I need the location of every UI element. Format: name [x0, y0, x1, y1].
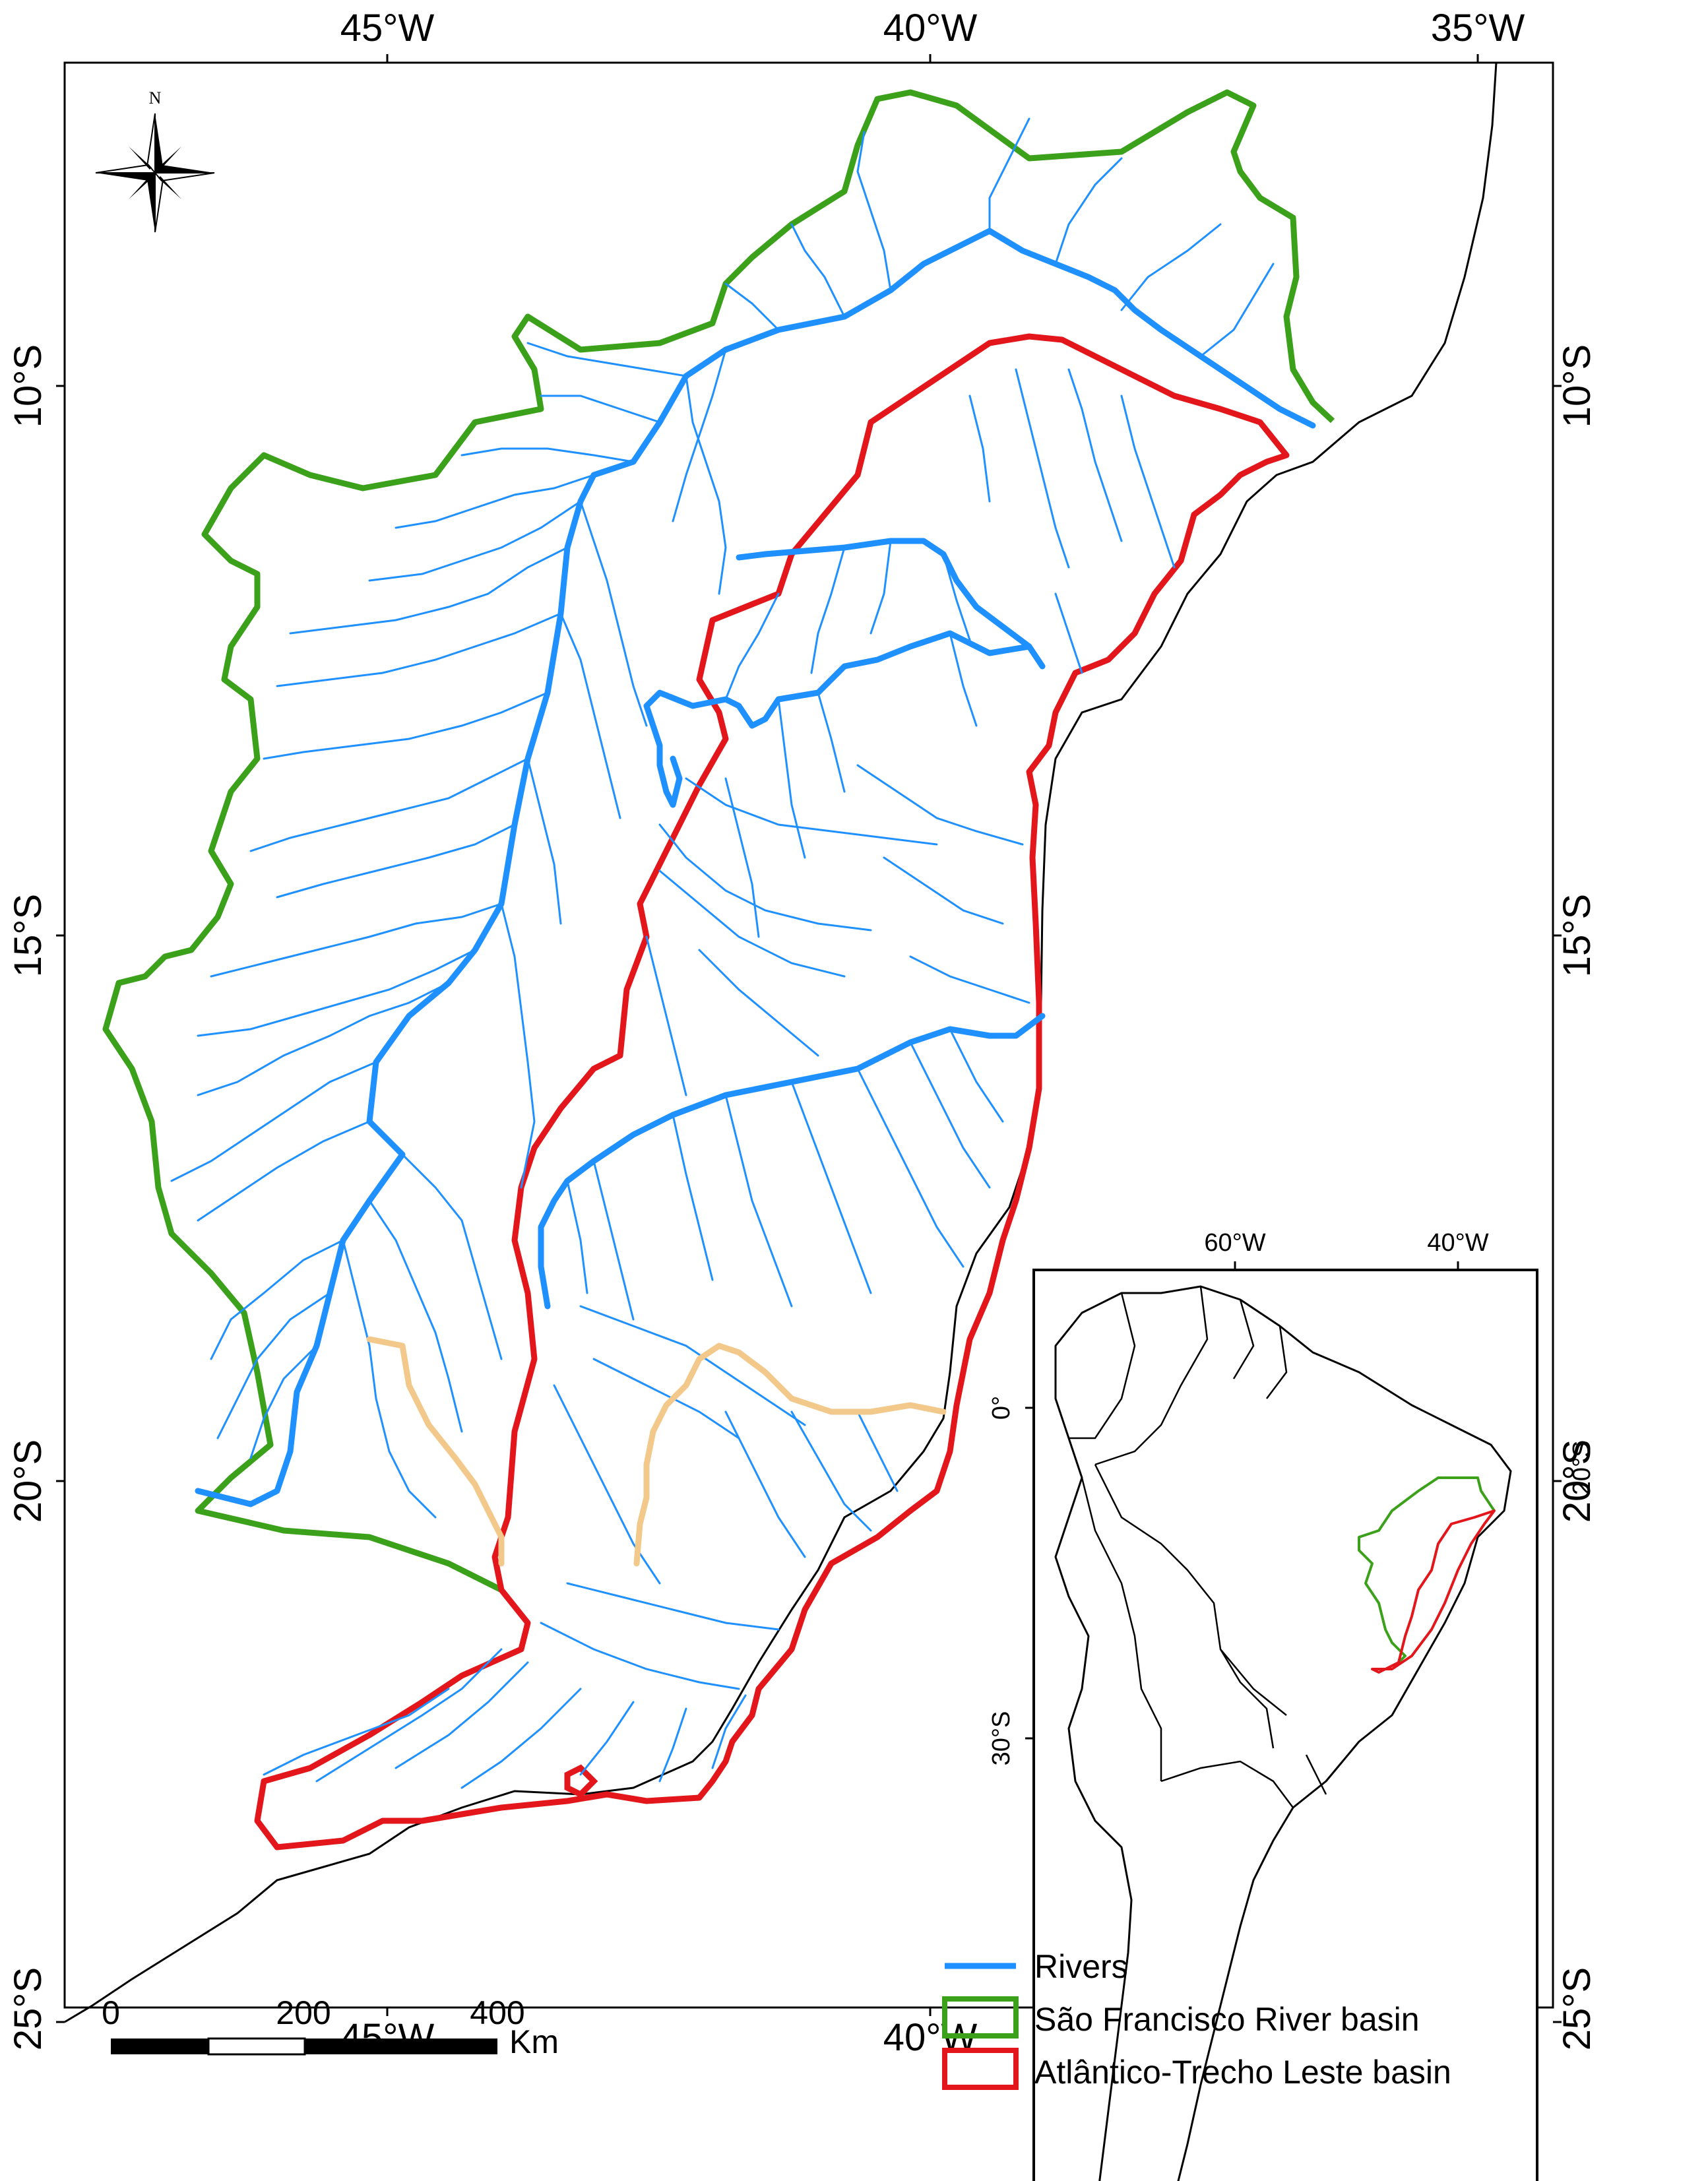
lon-tick-label-top: 35°W	[1431, 7, 1525, 49]
north-arrow-icon: N	[95, 88, 215, 233]
lat-tick-label-left: 25°S	[7, 1967, 49, 2050]
sao-francisco-main-river	[195, 228, 1316, 1507]
legend-sao-francisco-swatch	[942, 1996, 1019, 2039]
tributary-highlight-west	[366, 1336, 505, 1567]
lat-tick-label-left: 20°S	[7, 1439, 49, 1523]
scale-bar: 0 200 400 Km	[102, 1994, 559, 2060]
inset-map: 60°W 40°W 0° 30°S	[988, 1229, 1538, 2181]
scale-segment	[111, 2039, 208, 2054]
lat-tick-label-left: 15°S	[7, 894, 49, 977]
inset-lon-tick-label: 60°W	[1204, 1229, 1265, 1257]
lon-tick-label-top: 45°W	[340, 7, 435, 49]
map-frame	[63, 61, 1554, 2009]
tributary-rivers	[170, 117, 1275, 1789]
lon-tick-label-top: 40°W	[883, 7, 978, 49]
inset-lon-tick-label: 40°W	[1427, 1229, 1488, 1257]
legend: Rivers São Francisco River basin Atlânti…	[942, 1948, 1451, 2091]
inset-frame	[1032, 1269, 1538, 2181]
inset-lat-tick-label: 0°	[988, 1396, 1015, 1420]
scale-segment	[207, 2037, 306, 2056]
highlighted-tributaries	[366, 1336, 947, 1567]
inset-lat-tick-label-right: 20°S	[1568, 1441, 1596, 1496]
jequitinhonha-river	[538, 1013, 1046, 1310]
scale-unit: Km	[509, 2023, 559, 2060]
inset-country-borders	[1069, 1286, 1327, 1808]
main-rivers	[195, 228, 1316, 1507]
lat-tick-label-right: 15°S	[1556, 894, 1598, 977]
contas-river	[736, 538, 1032, 650]
scale-label-0: 0	[102, 1994, 120, 2031]
inset-atlantico-basin	[1371, 1509, 1496, 1674]
legend-atlantico-swatch	[942, 2048, 1019, 2090]
inset-lat-tick-label: 30°S	[988, 1711, 1015, 1766]
inset-sao-francisco-basin	[1358, 1476, 1496, 1664]
scale-segment	[305, 2039, 497, 2054]
lat-tick-label-right: 10°S	[1556, 344, 1598, 427]
south-america-outline	[1054, 1285, 1512, 2181]
lat-tick-label-right: 25°S	[1556, 1967, 1598, 2050]
scale-label-400: 400	[470, 1994, 524, 2031]
scale-label-200: 200	[276, 1994, 331, 2031]
atlantico-basin-island	[564, 1764, 598, 1798]
pardo-river	[643, 630, 1046, 808]
lat-tick-label-left: 10°S	[7, 344, 49, 427]
north-label: N	[149, 88, 162, 108]
lat-tick-label-right: 20°S	[1556, 1439, 1598, 1523]
coastline	[64, 62, 1498, 2023]
legend-atlantico-label: Atlântico-Trecho Leste basin	[1034, 2054, 1451, 2091]
sao-francisco-basin-boundary	[102, 89, 1335, 1593]
legend-rivers-label: Rivers	[1034, 1948, 1128, 1985]
legend-sao-francisco-label: São Francisco River basin	[1034, 2001, 1420, 2038]
tributary-highlight-east	[633, 1343, 947, 1567]
